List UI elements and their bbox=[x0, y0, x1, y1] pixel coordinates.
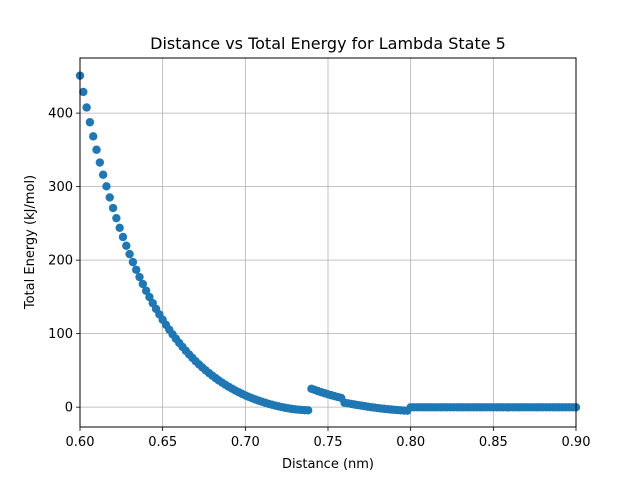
data-point bbox=[105, 193, 114, 202]
x-tick-label: 0.70 bbox=[231, 435, 260, 450]
x-tick-label: 0.75 bbox=[314, 435, 343, 450]
data-point bbox=[118, 232, 128, 242]
data-point bbox=[79, 87, 88, 97]
data-point bbox=[95, 158, 105, 167]
x-axis-ticks: 0.60 0.65 0.70 0.75 0.80 0.85 0.90 bbox=[66, 427, 591, 450]
data-point bbox=[125, 249, 134, 259]
x-axis-label: Distance (nm) bbox=[282, 457, 374, 472]
data-point bbox=[128, 257, 138, 267]
data-point bbox=[122, 241, 131, 250]
x-tick-label: 0.85 bbox=[479, 435, 508, 450]
data-point bbox=[138, 279, 148, 289]
data-point bbox=[132, 265, 141, 274]
data-point bbox=[85, 118, 95, 127]
data-point bbox=[303, 406, 313, 415]
data-point bbox=[82, 103, 91, 112]
x-tick-label: 0.65 bbox=[148, 435, 177, 450]
data-point bbox=[135, 272, 144, 282]
y-tick-label: 200 bbox=[48, 254, 73, 269]
x-tick-label: 0.60 bbox=[66, 435, 95, 450]
data-point bbox=[102, 182, 111, 191]
data-point bbox=[141, 286, 151, 295]
y-tick-label: 400 bbox=[48, 107, 73, 122]
data-point bbox=[98, 170, 108, 179]
chart-title: Distance vs Total Energy for Lambda Stat… bbox=[150, 34, 506, 53]
data-point bbox=[92, 145, 101, 154]
x-tick-label: 0.80 bbox=[396, 435, 425, 450]
y-tick-label: 0 bbox=[65, 401, 73, 416]
y-axis-label: Total Energy (kJ/mol) bbox=[23, 175, 38, 310]
y-tick-label: 100 bbox=[48, 327, 73, 342]
x-tick-label: 0.90 bbox=[562, 435, 591, 450]
data-point bbox=[89, 132, 98, 141]
data-point bbox=[112, 213, 121, 223]
y-axis-ticks: 0 100 200 300 400 bbox=[48, 107, 80, 416]
y-tick-label: 300 bbox=[48, 180, 73, 195]
data-point bbox=[108, 203, 118, 213]
data-point bbox=[115, 223, 124, 232]
data-points bbox=[75, 71, 581, 415]
